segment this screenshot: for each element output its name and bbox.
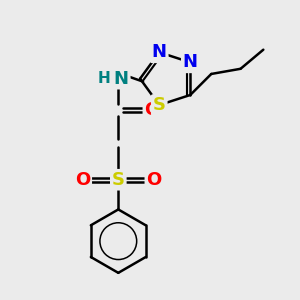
Text: O: O [75, 171, 90, 189]
Text: S: S [153, 96, 166, 114]
Text: O: O [144, 101, 160, 119]
Text: N: N [152, 43, 167, 61]
Text: N: N [114, 70, 129, 88]
Text: N: N [183, 53, 198, 71]
Text: S: S [112, 171, 125, 189]
Text: H: H [98, 71, 111, 86]
Text: O: O [146, 171, 162, 189]
